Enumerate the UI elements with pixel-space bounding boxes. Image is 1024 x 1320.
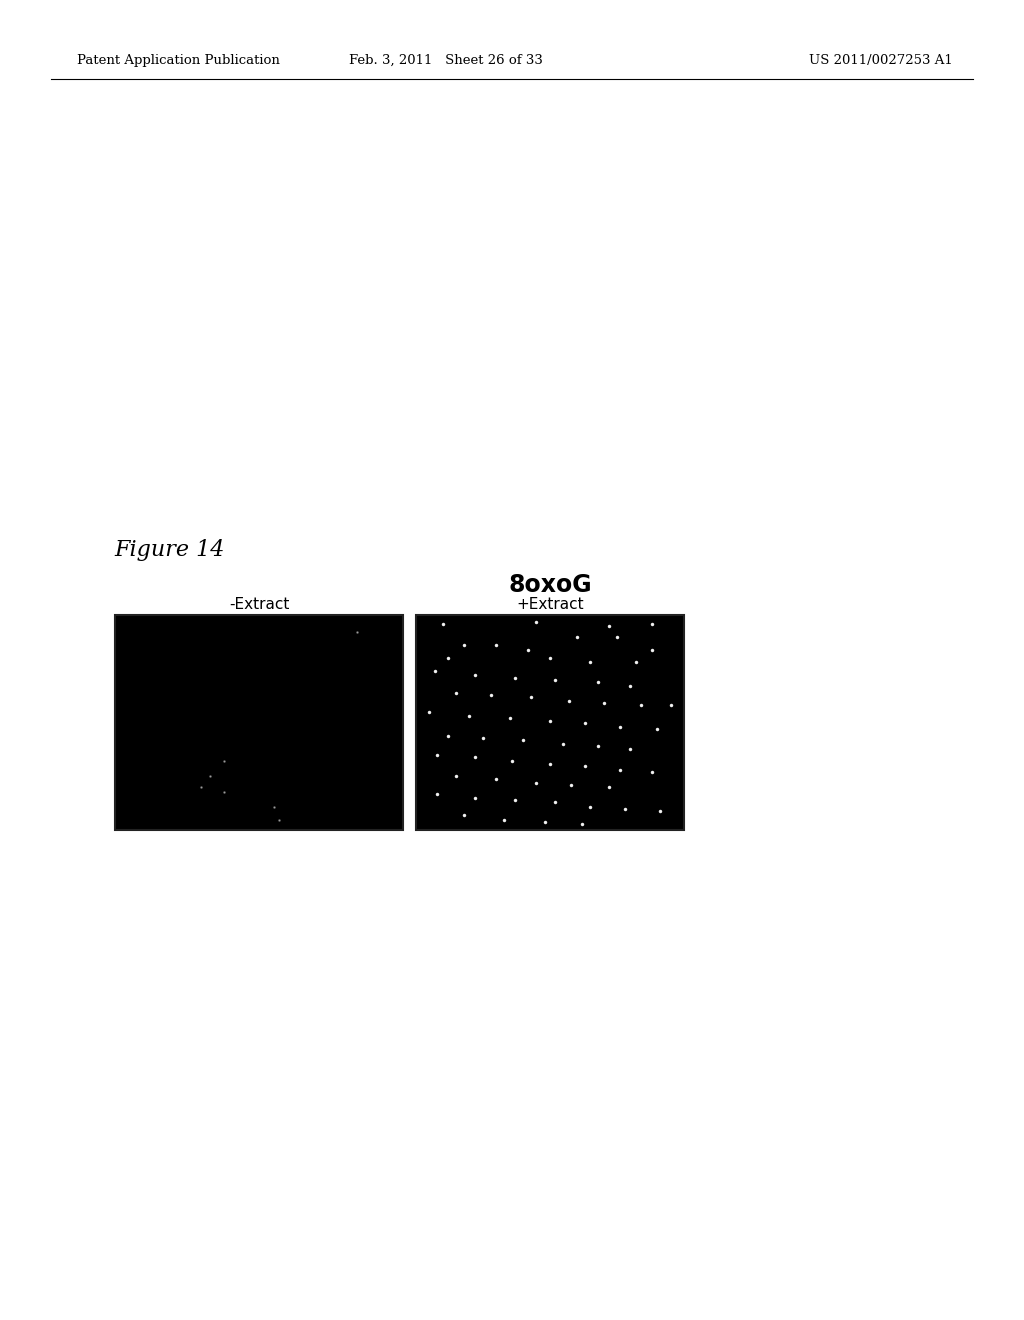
Text: Patent Application Publication: Patent Application Publication bbox=[77, 54, 280, 67]
Bar bbox=[416, 615, 684, 830]
Text: Figure 14: Figure 14 bbox=[115, 539, 225, 561]
Text: -Extract: -Extract bbox=[229, 598, 289, 612]
Text: 8oxoG: 8oxoG bbox=[508, 573, 592, 597]
Text: +Extract: +Extract bbox=[516, 598, 584, 612]
Text: Feb. 3, 2011   Sheet 26 of 33: Feb. 3, 2011 Sheet 26 of 33 bbox=[348, 54, 543, 67]
Text: US 2011/0027253 A1: US 2011/0027253 A1 bbox=[809, 54, 952, 67]
Bar bbox=[115, 615, 403, 830]
